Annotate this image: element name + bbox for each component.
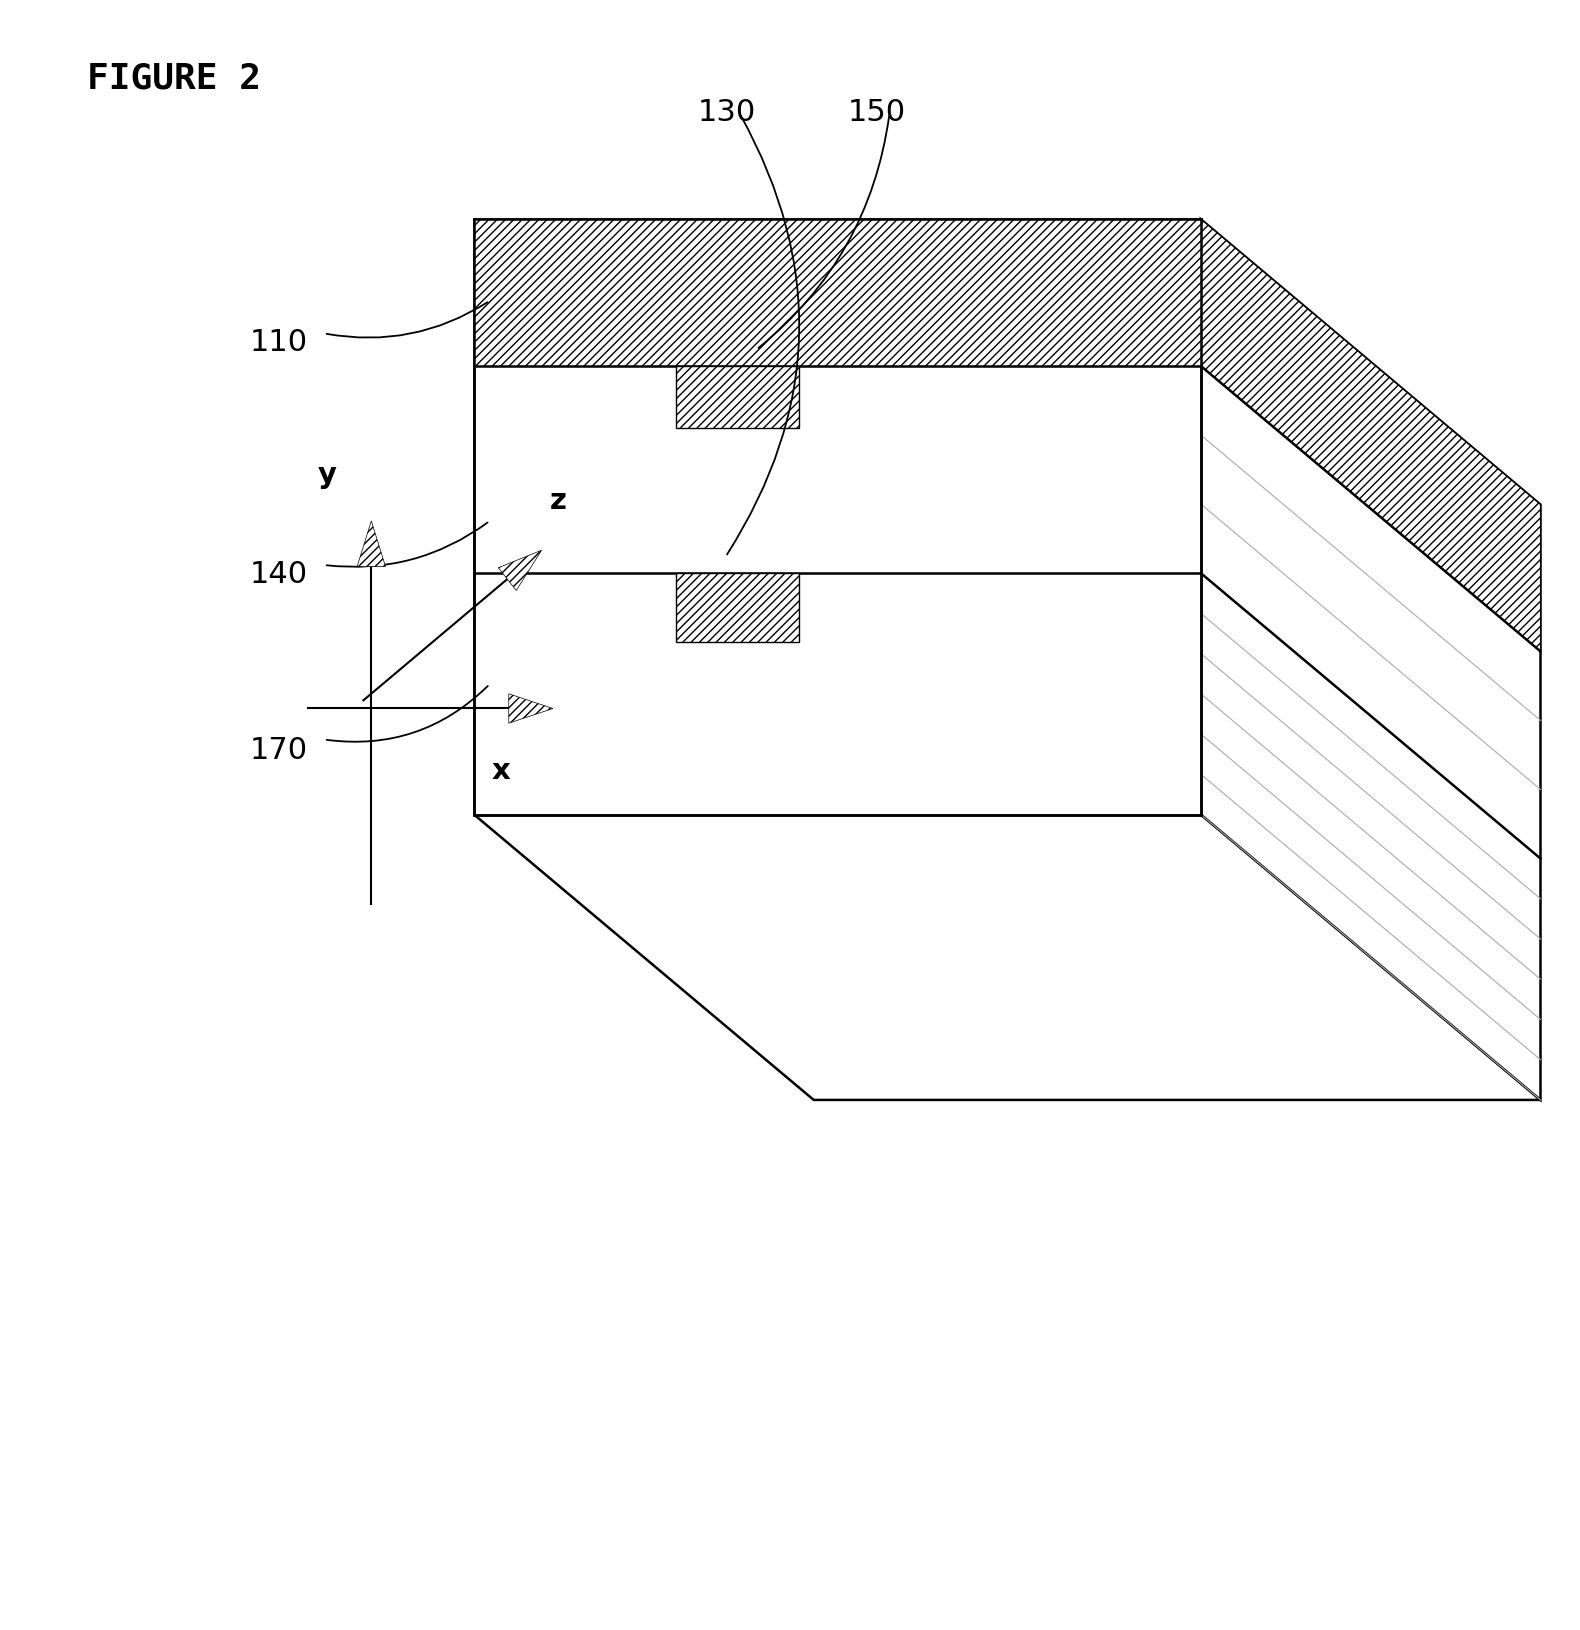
- Text: y: y: [318, 461, 337, 489]
- Polygon shape: [498, 551, 542, 592]
- Text: z: z: [550, 487, 566, 515]
- Polygon shape: [357, 522, 386, 567]
- Polygon shape: [474, 815, 1540, 1100]
- Polygon shape: [474, 220, 1201, 815]
- Text: x: x: [491, 756, 510, 786]
- Text: 110: 110: [250, 328, 308, 357]
- Polygon shape: [509, 694, 553, 724]
- Text: 170: 170: [250, 735, 308, 764]
- Text: FIGURE 2: FIGURE 2: [87, 62, 261, 96]
- Polygon shape: [1201, 220, 1540, 1100]
- Polygon shape: [676, 574, 799, 642]
- Text: 130: 130: [698, 98, 755, 127]
- Polygon shape: [474, 220, 1201, 367]
- Polygon shape: [1201, 220, 1540, 652]
- Text: 150: 150: [848, 98, 905, 127]
- Text: 140: 140: [250, 559, 308, 588]
- Polygon shape: [676, 367, 799, 429]
